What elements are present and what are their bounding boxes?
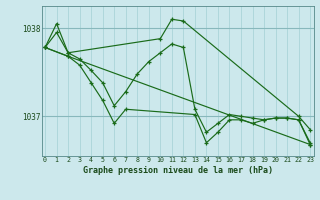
X-axis label: Graphe pression niveau de la mer (hPa): Graphe pression niveau de la mer (hPa) [83, 166, 273, 175]
